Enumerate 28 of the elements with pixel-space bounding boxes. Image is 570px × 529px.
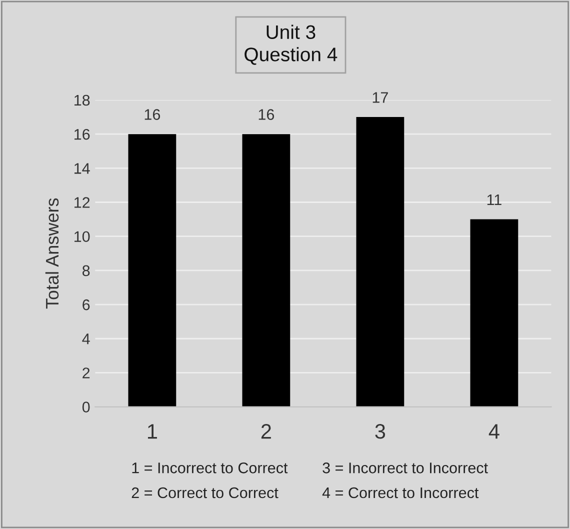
data-label: 16 — [258, 109, 274, 120]
text: 4 = Correct to Incorrect — [322, 487, 479, 498]
y-tick-label: 14 — [74, 163, 90, 174]
bar — [470, 219, 518, 407]
y-tick-label: 10 — [74, 231, 90, 242]
x-tick-label: 4 — [488, 424, 500, 439]
y-tick-label: 18 — [74, 94, 90, 106]
y-tick-label: 8 — [82, 265, 90, 276]
chart-title: Unit 3 Question 4 — [244, 24, 338, 65]
data-label: 16 — [144, 109, 160, 120]
y-axis-title: Total Answers — [45, 198, 59, 309]
bar — [356, 117, 404, 407]
y-tick-label: 16 — [74, 128, 90, 140]
x-tick-label: 2 — [261, 424, 271, 439]
y-tick-label: 4 — [82, 334, 90, 344]
y-tick-label: 0 — [82, 402, 90, 412]
text: 1 = Incorrect to Correct — [132, 462, 288, 474]
y-tick-label: 2 — [82, 368, 90, 378]
bar — [242, 134, 290, 407]
data-label: 11 — [487, 194, 502, 206]
y-tick-label: 12 — [74, 197, 90, 208]
bar — [128, 134, 176, 407]
text: 2 = Correct to Correct — [132, 487, 278, 498]
x-tick-label: 3 — [375, 424, 386, 439]
x-tick-label: 1 — [148, 424, 157, 439]
text: 3 = Incorrect to Incorrect — [322, 462, 488, 474]
y-tick-label: 6 — [82, 299, 90, 310]
data-label: 17 — [372, 92, 388, 103]
